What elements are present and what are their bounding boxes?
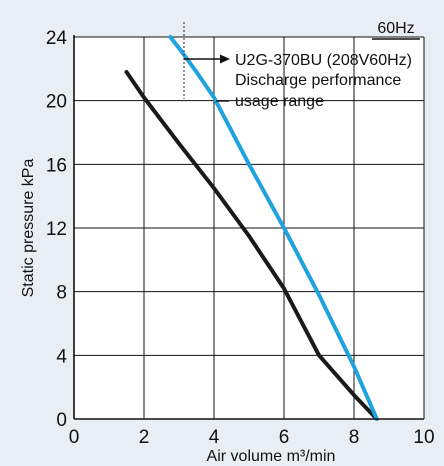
- y-tick-label: 20: [46, 92, 67, 113]
- y-tick-label: 0: [56, 410, 67, 431]
- y-tick-label: 4: [56, 346, 67, 367]
- x-tick-label: 10: [413, 427, 434, 448]
- grid: [74, 36, 425, 419]
- x-tick-label: 0: [69, 427, 80, 448]
- annotation-line-2: Discharge performance: [235, 72, 401, 89]
- x-tick-label: 4: [209, 427, 220, 448]
- series-line-usage-range: [168, 35, 379, 421]
- y-tick-label: 8: [56, 283, 67, 304]
- series-line-discharge-performance: [124, 70, 379, 421]
- series-layer: [124, 35, 379, 421]
- x-tick-label: 6: [279, 427, 290, 448]
- annotation-arrowhead: [220, 54, 230, 64]
- annotation-line-3: usage range: [235, 93, 324, 110]
- y-tick-label: 16: [46, 155, 67, 176]
- frequency-label: 60Hz: [377, 20, 414, 37]
- axes: [73, 35, 424, 420]
- x-tick-label: 8: [349, 427, 360, 448]
- x-axis-title: Air volume m³/min: [207, 448, 336, 465]
- y-tick-label: 24: [46, 28, 68, 49]
- y-tick-label: 12: [46, 219, 67, 240]
- x-tick-label: 2: [139, 427, 150, 448]
- annotation: U2G-370BU (208V60Hz) Discharge performan…: [183, 22, 412, 110]
- annotation-line-1: U2G-370BU (208V60Hz): [235, 52, 412, 69]
- y-axis-title: Static pressure kPa: [20, 159, 37, 298]
